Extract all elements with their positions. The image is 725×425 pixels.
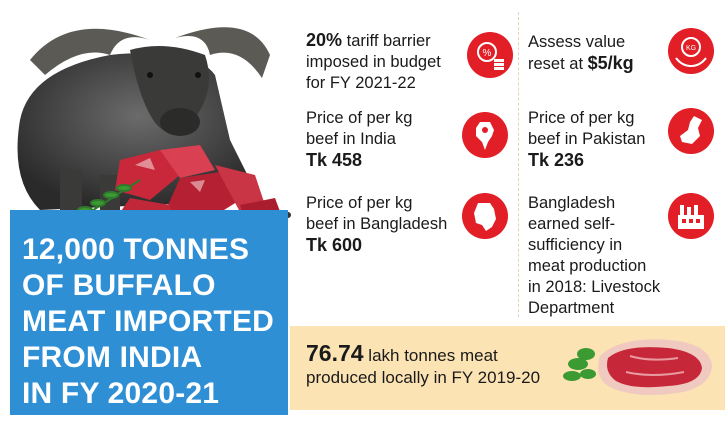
assess-text: Assess value — [528, 33, 626, 51]
buffalo-meat-illustration — [17, 27, 291, 235]
headline-line: 12,000 TONNES — [22, 233, 250, 266]
bangladesh-price-value: Tk 600 — [306, 235, 363, 255]
bangladesh-text: beef in Bangladesh — [306, 215, 448, 233]
headline-box — [10, 210, 288, 415]
self-sufficiency-text: earned self- — [528, 215, 616, 233]
assess-value: $5/kg — [587, 53, 634, 73]
self-sufficiency-text: Bangladesh — [528, 194, 616, 212]
india-text: Price of per kg — [306, 109, 413, 127]
production-label: produced locally in FY 2019-20 — [306, 368, 541, 387]
headline-line: MEAT IMPORTED — [22, 305, 275, 338]
production-value: 76.74 — [306, 340, 364, 366]
headline: 12,000 TONNES OF BUFFALO MEAT IMPORTED F… — [22, 232, 292, 412]
india-price-value: Tk 458 — [306, 150, 363, 170]
tariff-text: tariff barrier — [342, 32, 431, 50]
column-divider — [518, 12, 519, 317]
india-map-icon — [462, 112, 508, 158]
production-label: lakh tonnes meat — [363, 346, 498, 365]
pakistan-text: Price of per kg — [528, 109, 635, 127]
fact-pakistan-price: Price of per kg beef in Pakistan Tk 236 — [528, 108, 668, 171]
pakistan-price-value: Tk 236 — [528, 150, 585, 170]
assess-text: reset at — [528, 55, 588, 73]
svg-text:KG: KG — [686, 45, 696, 52]
fact-assess-value: Assess value reset at $5/kg — [528, 32, 668, 75]
svg-text:%: % — [483, 48, 492, 59]
steak-illustration — [563, 339, 712, 395]
self-sufficiency-text: sufficiency in — [528, 236, 623, 254]
pakistan-map-icon — [668, 108, 714, 154]
tariff-value: 20% — [306, 30, 343, 50]
self-sufficiency-text: Department — [528, 299, 615, 317]
fact-india-price: Price of per kg beef in India Tk 458 — [306, 108, 466, 171]
production-text: 76.74 lakh tonnes meat produced locally … — [306, 342, 540, 389]
fact-bangladesh-price: Price of per kg beef in Bangladesh Tk 60… — [306, 193, 466, 256]
tariff-text: for FY 2021-22 — [306, 74, 416, 92]
headline-line: FROM INDIA — [22, 341, 203, 374]
kg-weight-hands-icon: KG — [668, 28, 714, 74]
india-text: beef in India — [306, 130, 396, 148]
self-sufficiency-text: meat production — [528, 257, 647, 275]
percent-coins-icon: % — [467, 32, 513, 78]
headline-line: OF BUFFALO — [22, 269, 216, 302]
fact-tariff: 20% tariff barrier imposed in budget for… — [306, 30, 466, 94]
bangladesh-map-icon — [462, 193, 508, 239]
factory-icon — [668, 193, 714, 239]
pakistan-text: beef in Pakistan — [528, 130, 646, 148]
bangladesh-text: Price of per kg — [306, 194, 413, 212]
headline-line: IN FY 2020-21 — [22, 377, 220, 410]
tariff-text: imposed in budget — [306, 53, 441, 71]
self-sufficiency-text: in 2018: Livestock — [528, 278, 661, 296]
fact-self-sufficiency: Bangladesh earned self- sufficiency in m… — [528, 193, 698, 319]
